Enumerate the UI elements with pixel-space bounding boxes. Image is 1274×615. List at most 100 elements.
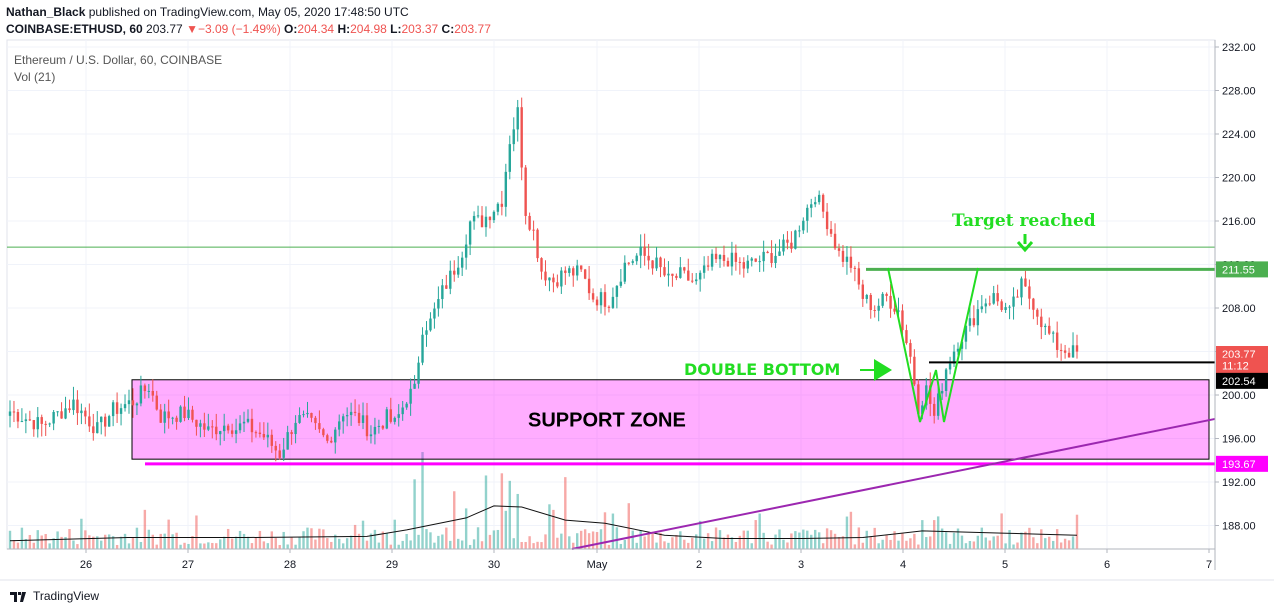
candle-body [40,417,43,424]
candle-body [901,310,904,331]
candle-body [667,273,670,276]
volume-bar [385,533,389,549]
candle-body [115,402,119,414]
volume-bar [464,508,468,549]
time-tick-label: 5 [1002,559,1008,571]
volume-bar [159,533,162,549]
volume-bar [341,543,345,549]
candle-body [488,216,492,221]
candle-body [318,423,321,430]
volume-bar [964,543,968,549]
volume-bar [802,529,805,549]
candle-body [286,432,289,450]
volume-bar [944,532,948,549]
volume-bar [524,541,527,549]
candle-body [385,409,389,429]
tradingview-logo-icon [10,592,26,602]
volume-bar [226,528,230,549]
volume-bar [338,538,341,549]
volume-bar [520,542,523,549]
candle-body [591,293,595,300]
volume-bar [143,509,147,549]
time-tick-label: 3 [798,559,804,571]
candle-body [357,412,361,423]
time-tick-label: 2 [696,559,702,571]
candle-body [302,414,305,416]
volume-bar [298,537,301,549]
volume-bar [560,533,563,549]
volume-bar [718,530,722,549]
volume-bar [544,534,547,549]
volume-bar [508,480,511,549]
candle-body [556,282,559,287]
volume-bar [64,537,67,549]
volume-bar [504,510,508,549]
close-value: 203.77 [454,22,491,36]
volume-bar [107,534,111,549]
candle-body [786,239,789,243]
volume-bar [976,535,980,549]
volume-bar [381,531,385,549]
volume-bar [845,516,849,549]
candle-body [980,306,984,310]
volume-bar [119,536,123,549]
candle-body [24,419,28,422]
volume-bar [262,541,266,549]
candle-body [1004,307,1007,310]
volume-bar [988,540,991,549]
volume-bar [671,537,674,549]
candle-body [143,385,147,392]
change-value: −3.09 (−1.49%) [197,22,281,36]
candle-body [972,318,976,326]
candle-body [1059,349,1063,351]
volume-bar [1071,536,1075,549]
volume-bar [322,529,325,549]
candle-body [909,343,912,357]
volume-bar [457,538,460,549]
candle-body [1071,345,1075,358]
candle-body [417,362,420,384]
candle-body [691,280,694,282]
volume-bar [111,536,115,549]
candle-body [80,410,83,414]
volume-bar [484,475,488,549]
price-tick-label: 232.00 [1222,42,1256,54]
volume-bar [187,543,190,549]
candle-body [968,318,972,326]
volume-bar [667,542,670,549]
candle-body [869,295,872,310]
candle-body [687,270,690,281]
volume-bar [825,528,829,549]
candle-body [167,411,170,419]
time-tick-label: 6 [1104,559,1110,571]
volume-bar [814,529,817,549]
candle-body [234,430,238,434]
candle-body [322,429,325,436]
candle-body [718,254,722,260]
tradingview-brand[interactable]: TradingView [10,589,99,603]
candle-body [238,423,242,431]
candle-body [20,421,24,423]
time-tick-label: 7 [1206,559,1212,571]
volume-bar [496,529,500,549]
volume-bar [968,540,972,549]
candle-body [540,258,543,272]
volume-bar [512,538,515,549]
candle-body [266,434,270,438]
volume-bar [96,536,99,549]
candle-body [1075,345,1079,352]
candle-body [544,271,547,281]
volume-bar [131,537,135,549]
candle-body [445,285,448,289]
volume-bar [326,538,329,549]
candle-body [155,395,158,410]
series-legend: Ethereum / U.S. Dollar, 60, COINBASE [14,53,223,67]
author-name[interactable]: Nathan_Black [6,5,86,19]
candle-body [929,385,932,404]
candle-body [659,257,662,268]
ascending-trendline[interactable] [571,417,1216,550]
volume-bar [913,533,916,549]
candle-body [639,246,642,256]
volume-bar [639,530,642,549]
